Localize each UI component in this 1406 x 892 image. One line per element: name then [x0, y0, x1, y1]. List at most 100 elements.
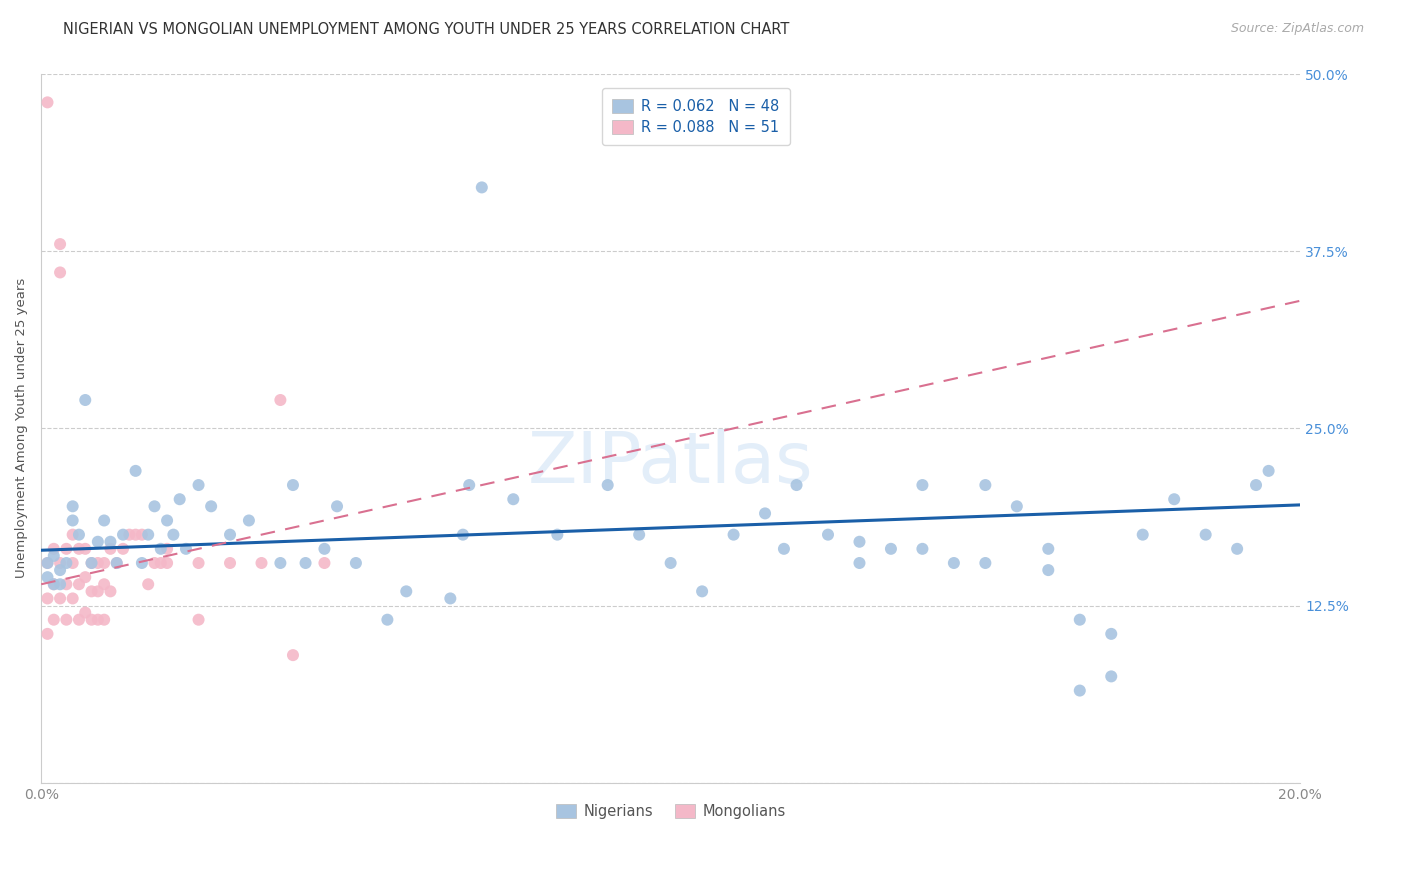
Point — [187, 556, 209, 570]
Point — [596, 478, 619, 492]
Point — [49, 577, 72, 591]
Point — [42, 541, 65, 556]
Point — [49, 556, 72, 570]
Point — [200, 500, 222, 514]
Point — [817, 527, 839, 541]
Point — [162, 527, 184, 541]
Point — [136, 577, 159, 591]
Point — [111, 527, 134, 541]
Point — [118, 527, 141, 541]
Point — [62, 514, 84, 528]
Point — [314, 556, 336, 570]
Point — [143, 556, 166, 570]
Point — [42, 577, 65, 591]
Point — [62, 527, 84, 541]
Point — [87, 556, 110, 570]
Text: Source: ZipAtlas.com: Source: ZipAtlas.com — [1230, 22, 1364, 36]
Point — [156, 541, 179, 556]
Point — [377, 613, 399, 627]
Point — [1099, 627, 1122, 641]
Point — [37, 627, 59, 641]
Point — [42, 577, 65, 591]
Point — [100, 541, 122, 556]
Point — [754, 507, 776, 521]
Point — [124, 464, 146, 478]
Point — [1163, 492, 1185, 507]
Point — [281, 478, 304, 492]
Point — [439, 591, 461, 606]
Point — [281, 648, 304, 662]
Point — [219, 556, 242, 570]
Point — [942, 556, 965, 570]
Point — [93, 556, 115, 570]
Point — [62, 591, 84, 606]
Point — [131, 527, 153, 541]
Point — [42, 613, 65, 627]
Point — [1195, 527, 1218, 541]
Point — [174, 541, 197, 556]
Point — [100, 534, 122, 549]
Point — [49, 563, 72, 577]
Point — [187, 478, 209, 492]
Point — [55, 541, 77, 556]
Point — [1099, 669, 1122, 683]
Point — [1038, 541, 1060, 556]
Point — [62, 556, 84, 570]
Point — [55, 577, 77, 591]
Point — [80, 556, 103, 570]
Point — [1038, 563, 1060, 577]
Point — [87, 613, 110, 627]
Point — [80, 613, 103, 627]
Point — [156, 514, 179, 528]
Point — [93, 577, 115, 591]
Point — [49, 237, 72, 252]
Point — [458, 478, 481, 492]
Point — [238, 514, 260, 528]
Point — [1244, 478, 1267, 492]
Point — [67, 613, 90, 627]
Point — [690, 584, 713, 599]
Point — [131, 556, 153, 570]
Point — [628, 527, 651, 541]
Point — [37, 556, 59, 570]
Point — [37, 556, 59, 570]
Point — [55, 613, 77, 627]
Point — [75, 541, 97, 556]
Point — [75, 570, 97, 584]
Point — [395, 584, 418, 599]
Point — [149, 541, 172, 556]
Point — [67, 541, 90, 556]
Point — [250, 556, 273, 570]
Text: NIGERIAN VS MONGOLIAN UNEMPLOYMENT AMONG YOUTH UNDER 25 YEARS CORRELATION CHART: NIGERIAN VS MONGOLIAN UNEMPLOYMENT AMONG… — [63, 22, 790, 37]
Point — [1005, 500, 1028, 514]
Point — [100, 584, 122, 599]
Point — [49, 591, 72, 606]
Point — [1257, 464, 1279, 478]
Point — [1069, 683, 1091, 698]
Point — [786, 478, 808, 492]
Point — [87, 534, 110, 549]
Point — [326, 500, 349, 514]
Point — [659, 556, 682, 570]
Point — [344, 556, 367, 570]
Point — [911, 541, 934, 556]
Point — [124, 527, 146, 541]
Y-axis label: Unemployment Among Youth under 25 years: Unemployment Among Youth under 25 years — [15, 278, 28, 579]
Text: ZIPatlas: ZIPatlas — [527, 429, 814, 499]
Point — [143, 500, 166, 514]
Point — [848, 534, 870, 549]
Point — [111, 541, 134, 556]
Point — [974, 556, 997, 570]
Point — [546, 527, 568, 541]
Point — [156, 556, 179, 570]
Point — [49, 265, 72, 279]
Point — [911, 478, 934, 492]
Point — [93, 613, 115, 627]
Point — [269, 392, 291, 407]
Point — [75, 392, 97, 407]
Point — [294, 556, 316, 570]
Point — [187, 613, 209, 627]
Point — [974, 478, 997, 492]
Point — [105, 556, 128, 570]
Point — [314, 541, 336, 556]
